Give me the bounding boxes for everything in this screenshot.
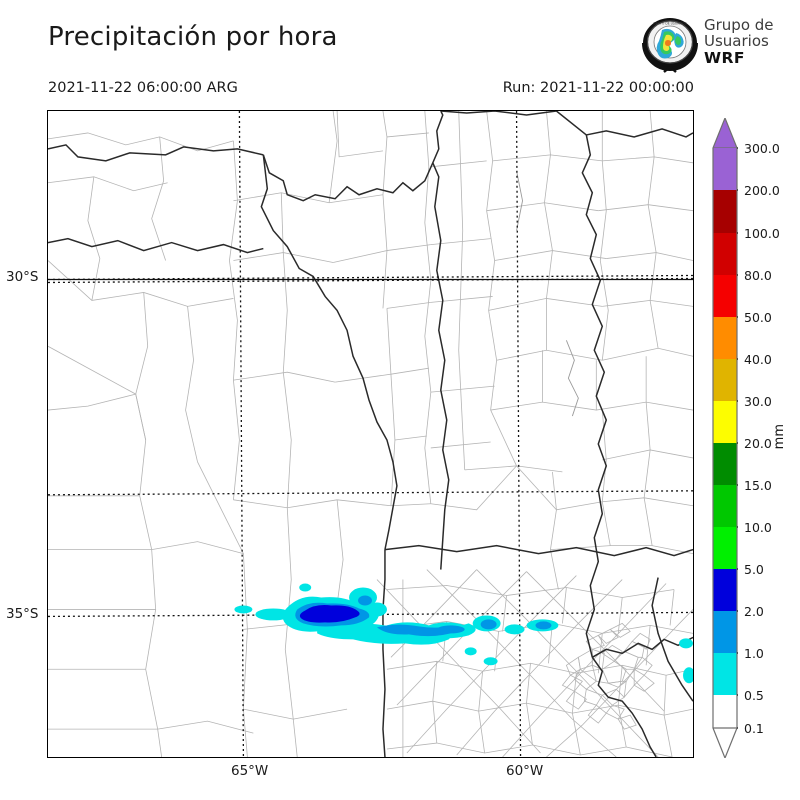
map-vector-layer xyxy=(48,111,693,757)
colorbar-tick-2: 2.0 xyxy=(744,604,764,619)
colorbar-tick-80: 80.0 xyxy=(744,268,772,283)
colorbar-tick-1: 1.0 xyxy=(744,646,764,661)
colorbar-tick-50: 50.0 xyxy=(744,310,772,325)
colorbar-tick-40: 40.0 xyxy=(744,352,772,367)
logo-line-1: Grupo de xyxy=(704,16,774,34)
colorbar-tick-10: 10.0 xyxy=(744,520,772,535)
precipitation-field xyxy=(234,583,693,684)
precip-contour-darkblue xyxy=(299,605,360,623)
brand-logo: GRUPO DE USUARIOS Grupo de Usuarios WRF xyxy=(640,14,800,76)
graticule-longitudes xyxy=(238,111,522,757)
department-boundaries xyxy=(48,111,693,757)
map-canvas[interactable] xyxy=(47,110,694,758)
graticule-lines xyxy=(48,277,693,496)
colorbar-tick-100: 100.0 xyxy=(744,226,780,241)
logo-line-3: WRF xyxy=(704,48,745,67)
colorbar-tick-20: 20.0 xyxy=(744,436,772,451)
page-title: Precipitación por hora xyxy=(48,22,338,52)
lat-tick-35s: 35°S xyxy=(6,606,39,622)
river-lines xyxy=(516,170,579,417)
logo-line-2: Usuarios xyxy=(704,31,769,50)
colorbar-tick-0-5: 0.5 xyxy=(744,688,764,703)
province-boundaries xyxy=(48,111,693,757)
colorbar-unit-label: mm xyxy=(772,424,787,450)
globe-emblem-icon: GRUPO DE USUARIOS xyxy=(640,14,700,74)
lon-tick-65w: 65°W xyxy=(231,763,269,779)
valid-time-label: 2021-11-22 06:00:00 ARG xyxy=(48,80,238,96)
colorbar-tick-30: 30.0 xyxy=(744,394,772,409)
svg-text:GRUPO DE USUARIOS: GRUPO DE USUARIOS xyxy=(653,22,687,26)
colorbar-tick-0-1: 0.1 xyxy=(744,721,764,736)
run-time-label: Run: 2021-11-22 00:00:00 xyxy=(502,80,694,96)
brand-logo-text: Grupo de Usuarios WRF xyxy=(704,16,774,67)
colorbar-tick-5: 5.0 xyxy=(744,562,764,577)
colorbar[interactable] xyxy=(712,118,738,758)
colorbar-tick-300: 300.0 xyxy=(744,141,780,156)
colorbar-tick-15: 15.0 xyxy=(744,478,772,493)
lat-tick-30s: 30°S xyxy=(6,269,39,285)
lon-tick-60w: 60°W xyxy=(506,763,544,779)
colorbar-gradient xyxy=(712,118,738,758)
colorbar-tick-200: 200.0 xyxy=(744,183,780,198)
